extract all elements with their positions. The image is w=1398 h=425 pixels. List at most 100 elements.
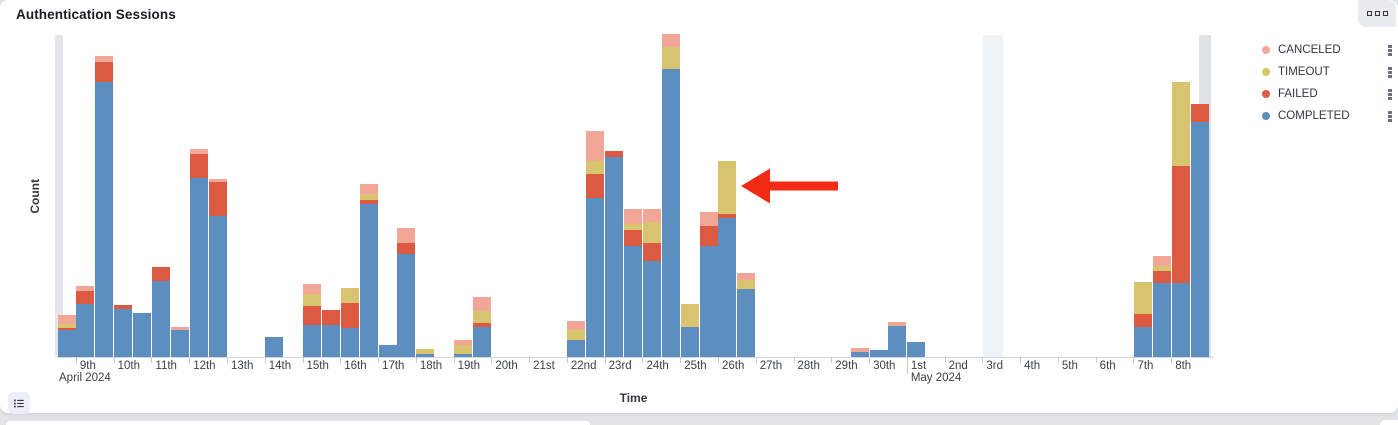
bar-apr-22-pm[interactable] <box>586 35 605 357</box>
bar-apr-19-am[interactable] <box>454 35 473 357</box>
bar-may-7-am[interactable] <box>1133 35 1152 357</box>
highlight-band <box>55 35 63 357</box>
bar-may-8-pm[interactable] <box>1190 35 1209 357</box>
x-tick <box>529 357 531 363</box>
bar-segment-failed <box>642 243 661 261</box>
bar-segment-failed <box>605 151 624 157</box>
boxes-vertical-icon[interactable] <box>1386 87 1394 102</box>
x-tick <box>944 357 946 363</box>
bar-segment-timeout <box>1152 266 1171 271</box>
bar-segment-completed <box>397 254 416 357</box>
x-tick <box>1133 357 1135 363</box>
bar-apr-23-am[interactable] <box>605 35 624 357</box>
bar-segment-canceled <box>359 184 378 194</box>
bar-apr-30-am[interactable] <box>869 35 888 357</box>
bar-segment-timeout <box>661 47 680 69</box>
legend-dot-icon <box>1262 46 1270 54</box>
bar-segment-completed <box>737 289 756 357</box>
bar-apr-25-pm[interactable] <box>699 35 718 357</box>
bar-segment-failed <box>1171 166 1190 283</box>
bar-apr-14-am[interactable] <box>265 35 284 357</box>
bar-apr-30-pm[interactable] <box>888 35 907 357</box>
legend-toggle-button[interactable] <box>8 392 30 414</box>
bar-apr-26-am[interactable] <box>718 35 737 357</box>
bar-segment-timeout <box>624 224 643 230</box>
bar-segment-failed <box>76 291 95 304</box>
bar-segment-canceled <box>586 131 605 161</box>
boxes-horizontal-icon <box>1366 11 1372 16</box>
x-tick-label: 13th <box>230 360 254 372</box>
bar-apr-16-pm[interactable] <box>359 35 378 357</box>
bar-segment-completed <box>378 345 397 357</box>
x-tick-label: 6th <box>1099 360 1116 372</box>
bar-apr-9-pm[interactable] <box>95 35 114 357</box>
bar-segment-canceled <box>567 321 586 330</box>
x-tick-label: 1st <box>910 360 927 372</box>
x-tick <box>869 357 871 363</box>
bar-may-7-pm[interactable] <box>1152 35 1171 357</box>
bar-segment-canceled <box>472 297 491 311</box>
bar-segment-timeout <box>454 345 473 354</box>
bar-apr-17-am[interactable] <box>378 35 397 357</box>
bar-segment-failed <box>189 154 208 178</box>
bar-segment-failed <box>303 306 321 325</box>
chart-panel: Authentication Sessions Count 9th 10th 11t… <box>0 0 1398 414</box>
bar-segment-failed <box>114 305 133 309</box>
legend-item-completed[interactable]: COMPLETED <box>1262 105 1394 127</box>
bar-apr-26-pm[interactable] <box>737 35 756 357</box>
x-tick-label: 11th <box>155 360 177 372</box>
bar-apr-25-am[interactable] <box>680 35 699 357</box>
bar-segment-canceled <box>642 209 661 222</box>
legend-label: COMPLETED <box>1278 110 1350 122</box>
bar-apr-9-am[interactable] <box>76 35 95 357</box>
bar-apr-24-am[interactable] <box>642 35 661 357</box>
x-axis-line <box>57 357 1213 358</box>
bar-apr-12-pm[interactable] <box>208 35 227 357</box>
legend-item-timeout[interactable]: TIMEOUT <box>1262 61 1394 83</box>
x-tick-label: 22nd <box>570 360 597 372</box>
bar-apr-8-pm[interactable] <box>57 35 76 357</box>
bar-apr-12-am[interactable] <box>189 35 208 357</box>
bar-segment-failed <box>699 226 718 246</box>
bar-apr-19-pm[interactable] <box>472 35 491 357</box>
bar-apr-17-pm[interactable] <box>397 35 416 357</box>
panel-title: Authentication Sessions <box>16 7 176 22</box>
bar-apr-16-am[interactable] <box>340 35 359 357</box>
bar-segment-failed <box>95 62 114 82</box>
highlight-band <box>983 35 1003 357</box>
bar-apr-18-am[interactable] <box>416 35 435 357</box>
bar-apr-10-pm[interactable] <box>133 35 152 357</box>
month-label: May 2024 <box>910 372 962 384</box>
x-tick <box>982 357 984 363</box>
bar-segment-failed <box>151 267 170 281</box>
bar-apr-11-am[interactable] <box>151 35 170 357</box>
bar-segment-failed <box>340 303 359 328</box>
bar-apr-29-pm[interactable] <box>850 35 869 357</box>
bar-segment-canceled <box>170 327 189 330</box>
boxes-vertical-icon[interactable] <box>1386 65 1394 80</box>
x-tick <box>453 357 455 363</box>
x-tick-label: 2nd <box>948 360 968 372</box>
bar-segment-failed <box>472 323 491 327</box>
panel-menu-button[interactable] <box>1358 0 1396 27</box>
x-tick-label: 26th <box>721 360 745 372</box>
bar-may-1-am[interactable] <box>907 35 926 357</box>
legend-item-canceled[interactable]: CANCELED <box>1262 39 1394 61</box>
x-tick <box>755 357 757 363</box>
boxes-vertical-icon[interactable] <box>1386 43 1394 58</box>
x-tick <box>1171 357 1173 363</box>
bar-apr-10-am[interactable] <box>114 35 133 357</box>
bar-segment-timeout <box>340 288 359 303</box>
bar-apr-22-am[interactable] <box>567 35 586 357</box>
bar-apr-23-pm[interactable] <box>624 35 643 357</box>
boxes-horizontal-icon <box>1382 11 1388 16</box>
bar-may-8-am[interactable] <box>1171 35 1190 357</box>
bar-apr-11-pm[interactable] <box>170 35 189 357</box>
legend-item-failed[interactable]: FAILED <box>1262 83 1394 105</box>
bar-apr-15-am[interactable] <box>303 35 321 357</box>
bar-segment-timeout <box>472 311 491 323</box>
bar-apr-15-pm[interactable] <box>321 35 340 357</box>
bar-apr-24-pm[interactable] <box>661 34 680 357</box>
boxes-vertical-icon[interactable] <box>1386 109 1394 124</box>
x-tick-label: 27th <box>759 360 783 372</box>
